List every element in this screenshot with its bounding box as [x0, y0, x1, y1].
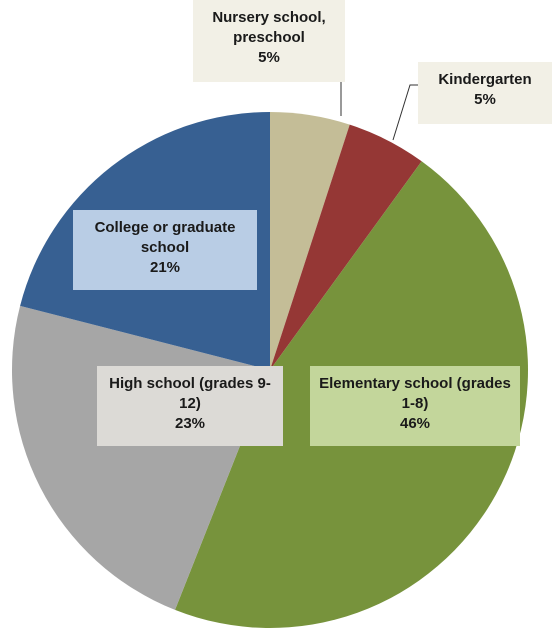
- data-label: Nursery school, preschool 5%: [193, 0, 345, 82]
- category-label: Elementary school (grades 1-8): [319, 375, 511, 412]
- pie-slice: [270, 124, 422, 371]
- leader-line: [392, 84, 418, 141]
- data-label: Elementary school (grades 1-8) 46%: [310, 366, 520, 446]
- pie-slice: [270, 112, 350, 370]
- value-label: 5%: [258, 49, 280, 66]
- category-label: College or graduate school: [94, 219, 236, 256]
- value-label: 5%: [474, 91, 496, 108]
- category-label: Kindergarten: [438, 71, 532, 88]
- value-label: 46%: [399, 415, 431, 432]
- category-label: High school (grades 9-12): [109, 375, 271, 412]
- data-label: College or graduate school 21%: [73, 210, 257, 290]
- value-label: 21%: [149, 259, 181, 276]
- category-label: Nursery school, preschool: [212, 9, 326, 46]
- data-label: High school (grades 9-12) 23%: [97, 366, 283, 446]
- value-label: 23%: [174, 415, 206, 432]
- data-label: Kindergarten 5%: [418, 62, 552, 124]
